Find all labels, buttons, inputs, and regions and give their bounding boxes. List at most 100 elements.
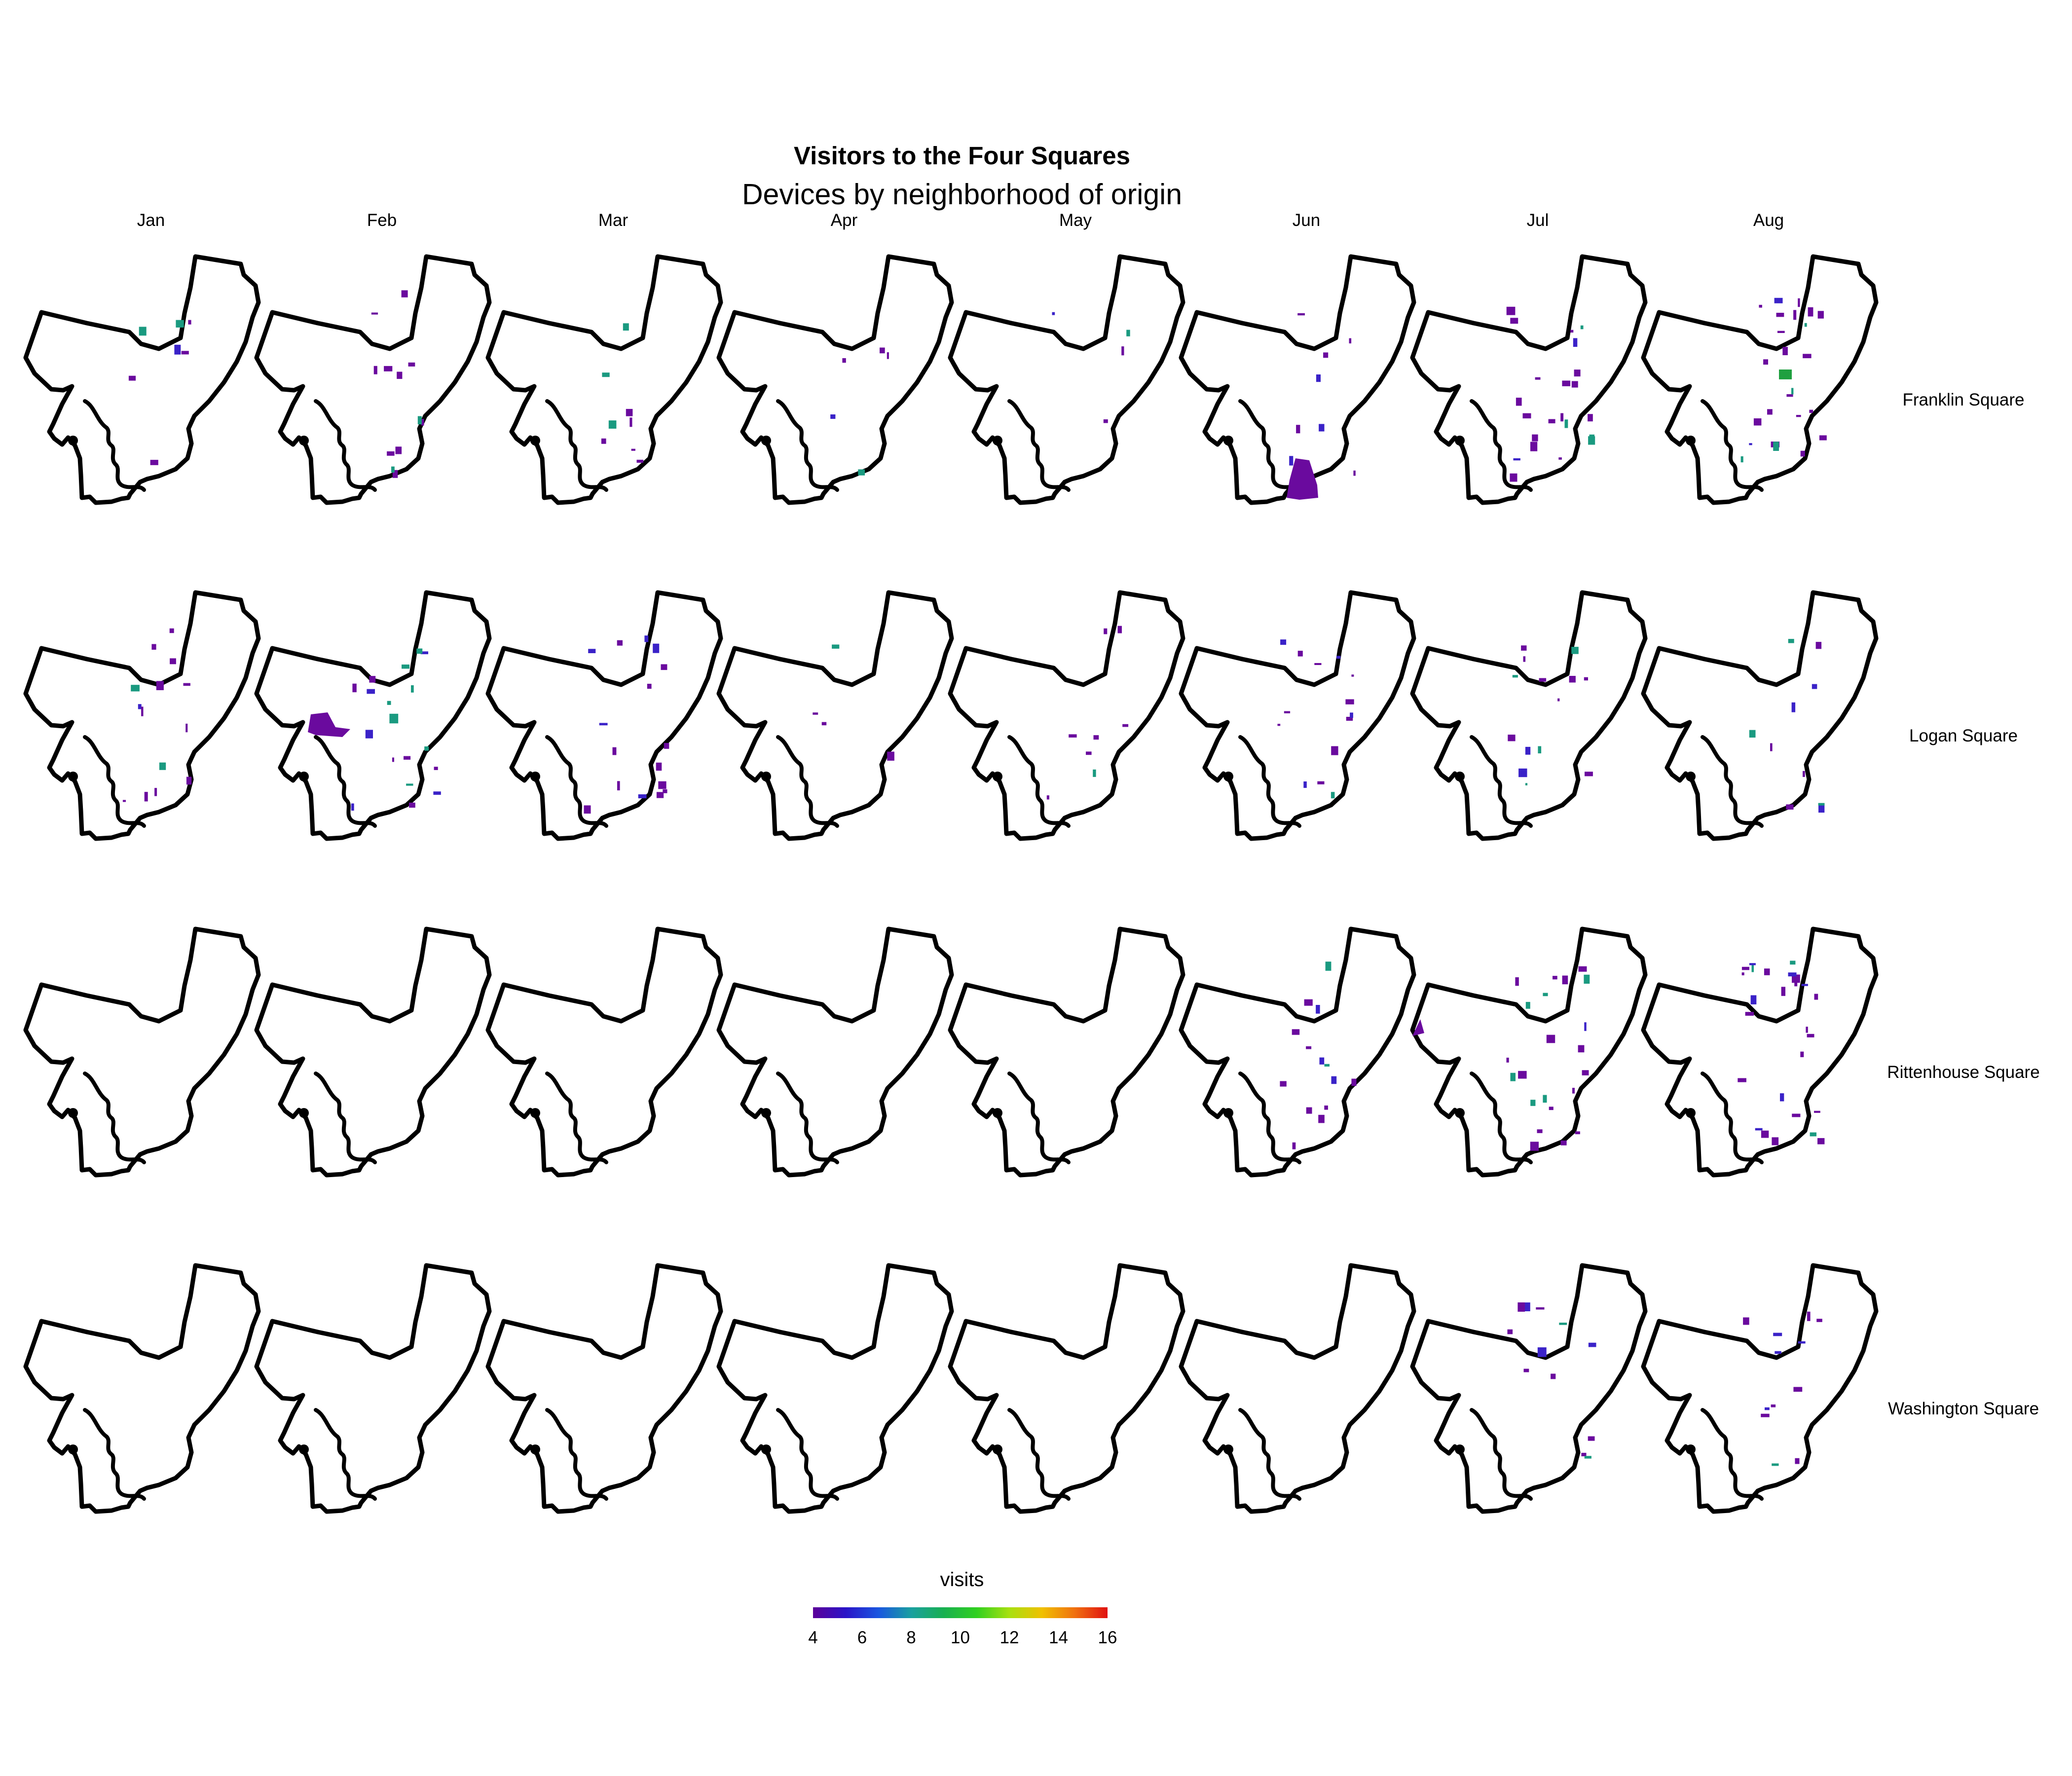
visit-patch [1280,639,1287,645]
visit-patch [1280,1081,1287,1087]
visit-patch [887,751,894,761]
visit-patch [1571,647,1579,654]
month-label-feb: Feb [367,211,397,230]
visit-patch [373,366,377,374]
river-dot [299,1444,309,1454]
visit-patch [1782,347,1788,355]
visit-patch [1510,1073,1516,1081]
city-outline [948,590,1185,841]
visit-patch [1807,1311,1811,1321]
visit-patch [1580,325,1584,330]
visit-patch [1525,1001,1530,1009]
river-line [1007,1408,1071,1501]
visit-patch [1780,1093,1784,1102]
visit-patch [404,756,411,760]
river-dot [993,1108,1002,1118]
river-dot [68,1108,78,1118]
visit-patch [1543,993,1548,997]
city-outline [1410,926,1648,1178]
visit-patch [1297,651,1303,657]
visit-patch [1558,457,1562,460]
visit-patch [1324,1064,1330,1067]
map-panel-jun-logan-square [1179,590,1416,841]
map-panel-mar-franklin-square [485,254,723,505]
visit-patch [1562,380,1571,386]
city-outline [485,1263,723,1514]
visit-patch [661,664,667,670]
visit-patch [1804,323,1807,327]
visit-patch [1345,699,1354,704]
visit-patch [139,327,147,336]
visit-patch-large [308,712,350,737]
visit-patch [365,730,373,739]
visit-patch [1808,307,1813,317]
river-dot [68,436,78,445]
visit-patch [1790,961,1796,965]
visit-patch [151,644,156,650]
river-dot [299,772,309,781]
visit-patch [417,416,422,425]
visit-patch [1575,1131,1580,1135]
visit-patch [156,681,164,690]
river-line [545,1072,608,1164]
map-panel-may-washington-square [948,1263,1185,1514]
visit-patch [1319,1057,1325,1065]
city-outline [948,926,1185,1178]
river-line [1238,735,1301,828]
visit-patch [1319,424,1325,432]
visit-patch [1800,1051,1804,1057]
visit-patch [638,794,647,799]
map-panel-aug-washington-square [1641,1263,1879,1514]
river-line [545,1408,608,1501]
visit-patch [1551,1373,1556,1379]
visit-patch [1570,330,1574,333]
visit-patch [658,781,666,789]
visit-patch [1772,1137,1779,1146]
map-panel-aug-franklin-square [1641,254,1879,505]
river-dot [530,772,540,781]
river-dot [1223,436,1233,445]
river-line [1007,399,1071,492]
visit-patch [420,651,428,655]
visit-patch [1817,311,1824,319]
visit-patch [1515,977,1519,986]
legend-tick-16: 16 [1098,1628,1117,1647]
visit-patch [1317,781,1325,784]
chart-title: Visitors to the Four Squares [793,142,1131,170]
map-panel-jul-franklin-square [1410,254,1648,505]
map-panel-may-logan-square [948,590,1185,841]
visit-patch [1588,1342,1596,1347]
visit-patch [1508,735,1516,741]
visit-patch [1297,313,1305,316]
visit-patch [1323,352,1329,358]
visit-patch [1585,772,1593,777]
visit-patch [601,438,606,444]
visit-patch [1559,1323,1567,1325]
visit-patch [1539,678,1547,682]
visit-patch [832,644,840,649]
visit-patch [1761,1130,1769,1138]
river-line [1701,735,1764,828]
visit-patch [1753,418,1762,426]
visit-patch [369,676,376,683]
visit-patch-large [1412,1019,1424,1036]
visit-patch [612,747,617,755]
visit-patch [1331,1076,1337,1084]
visit-patch [131,685,140,692]
visit-patch [842,358,846,363]
map-panel-feb-franklin-square [254,254,492,505]
visit-patch [1289,456,1294,466]
visit-patch [1331,746,1338,755]
month-label-jun: Jun [1292,211,1321,230]
visit-patch [1738,1078,1746,1082]
visit-patch [406,783,413,786]
visit-patch [1793,310,1797,320]
map-panel-may-franklin-square [948,254,1185,505]
visit-patch [391,466,395,473]
map-panel-jun-franklin-square [1179,254,1416,505]
visit-patch [656,762,662,771]
river-line [1701,1408,1764,1501]
visit-patch [617,781,620,791]
map-panel-jan-franklin-square [23,254,261,505]
visit-patch [1557,698,1560,702]
